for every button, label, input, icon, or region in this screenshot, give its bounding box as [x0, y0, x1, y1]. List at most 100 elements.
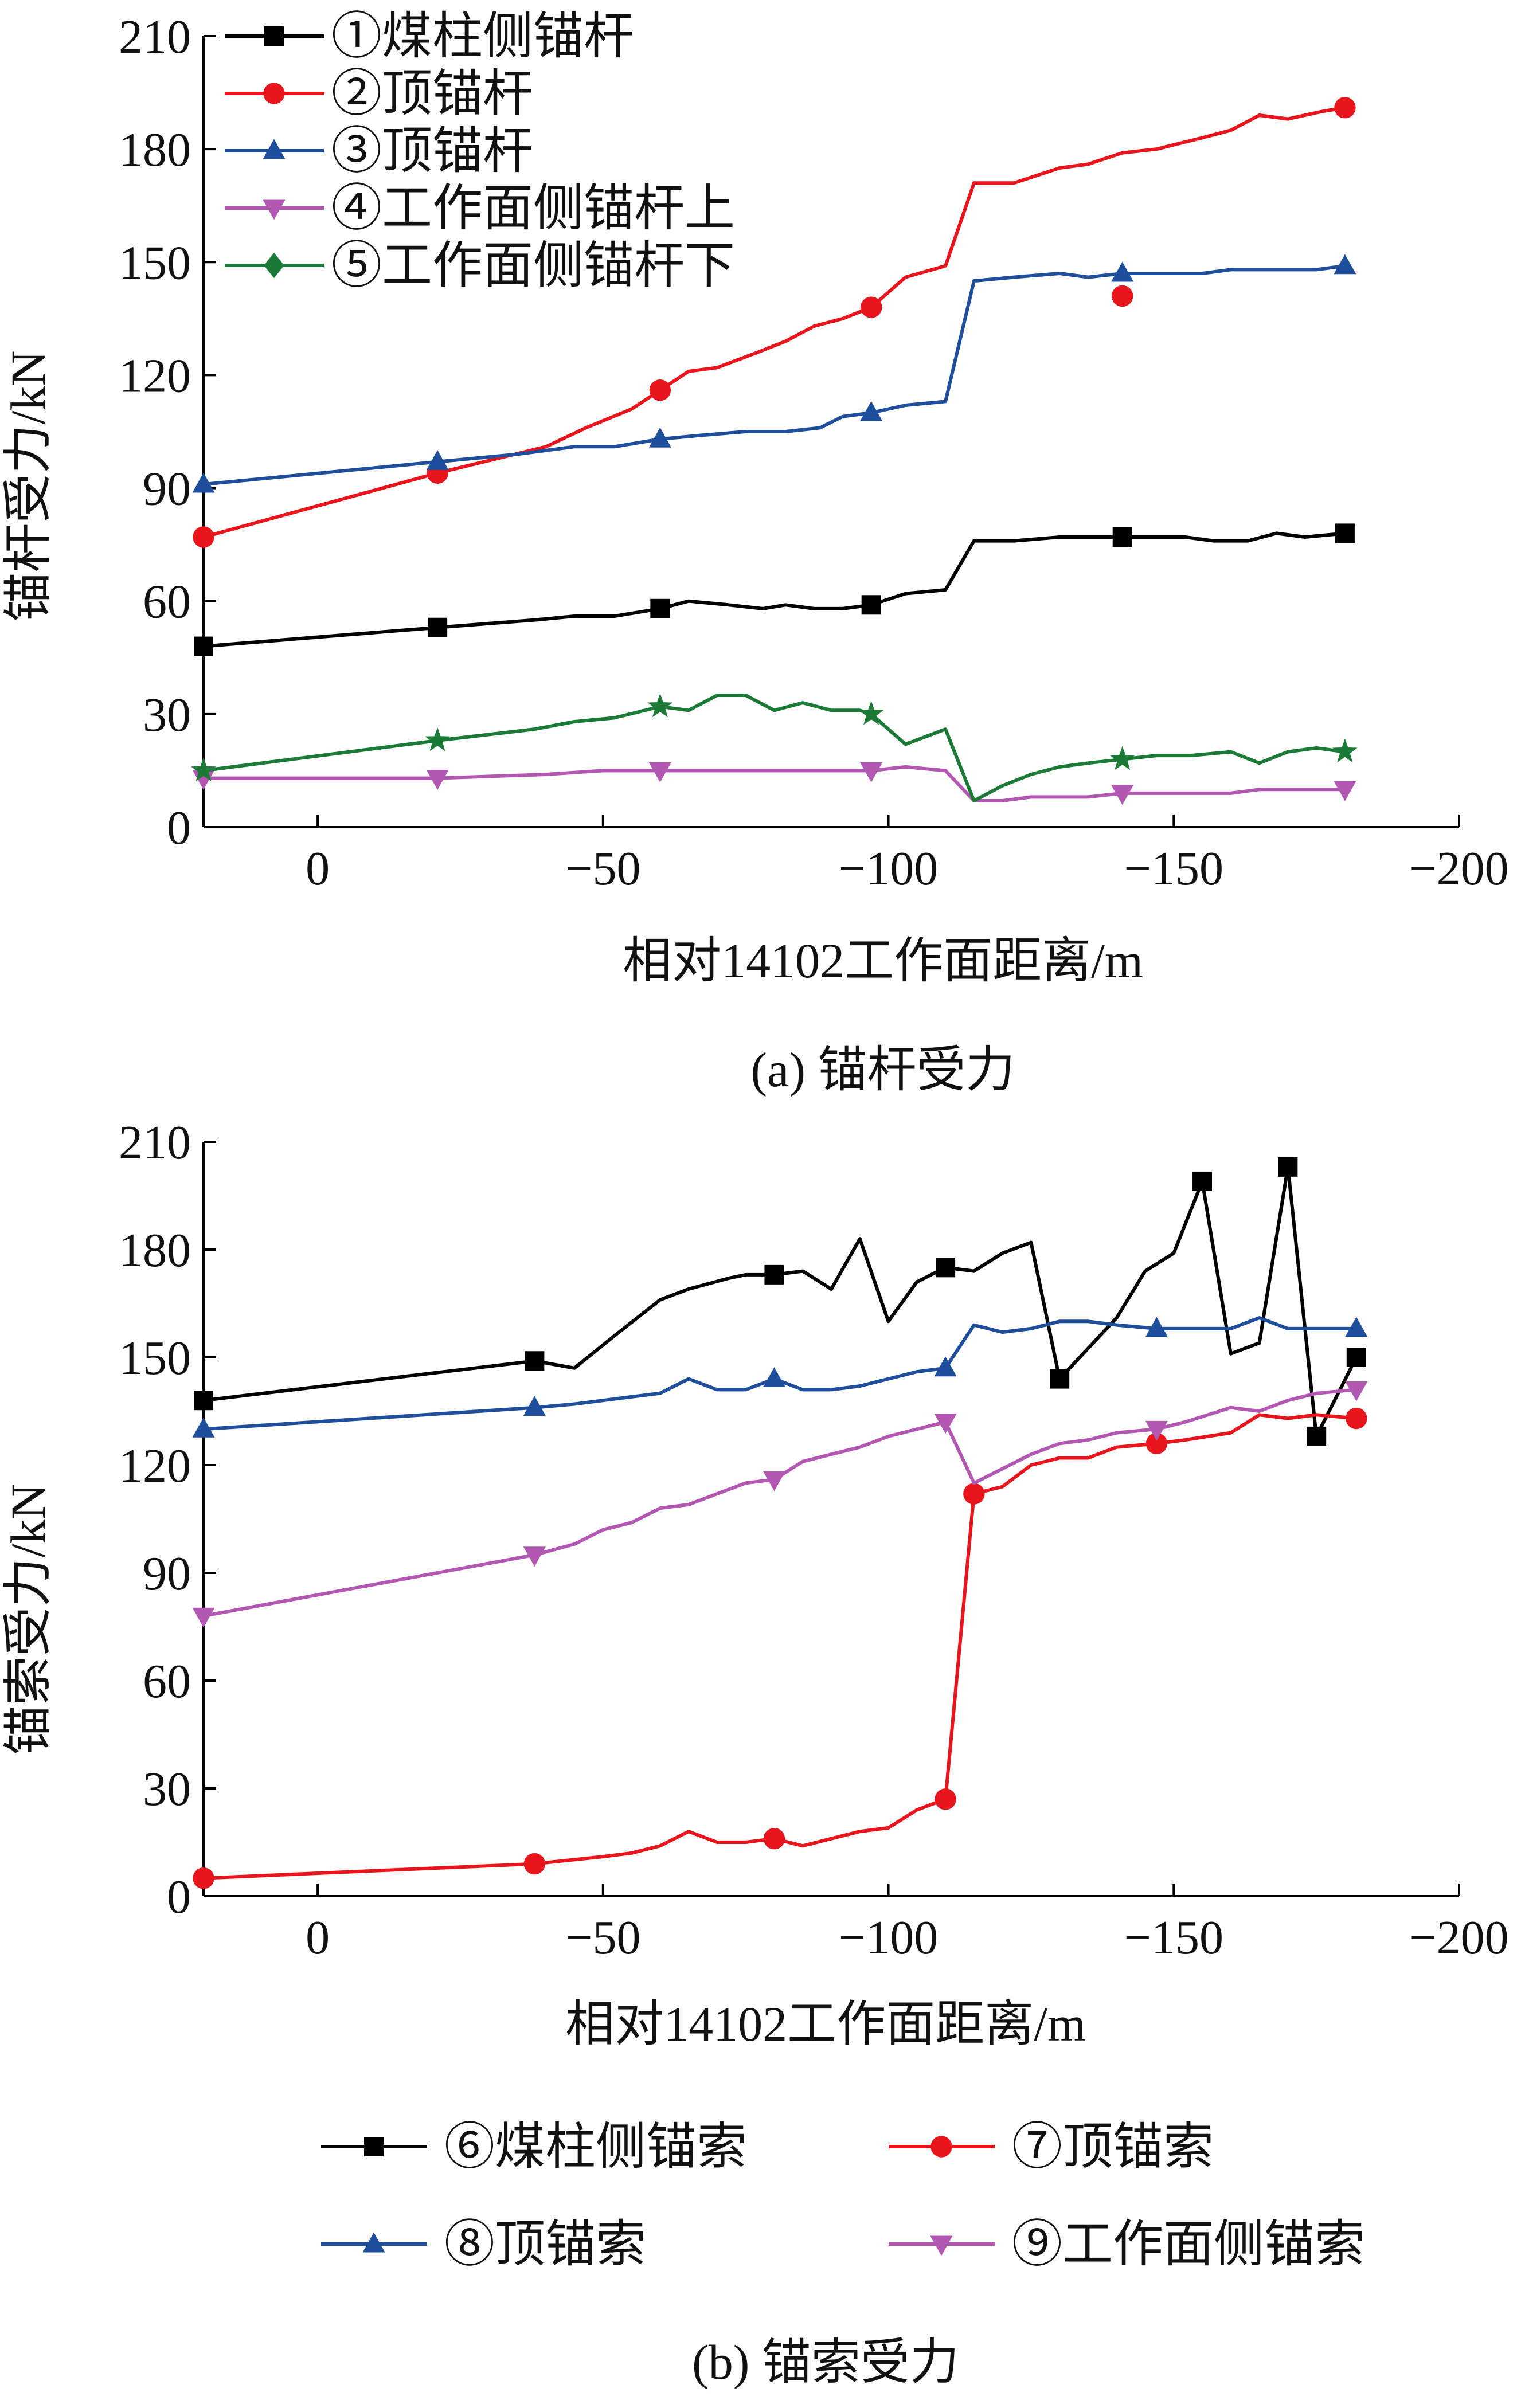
chart-b-series-3-point	[763, 1367, 786, 1388]
chart-b-x-tick-label: −100	[839, 1911, 938, 1964]
chart-a-legend-marker-5	[264, 252, 284, 279]
chart-a-series-2-line	[203, 105, 1346, 539]
chart-a-legend-marker-2	[263, 83, 285, 104]
chart-b-y-tick-label: 0	[167, 1870, 191, 1924]
chart-b-series-4-point	[1145, 1420, 1168, 1441]
chart-b-y-axis-label: 锚索受力/kN	[1, 1484, 56, 1755]
chart-b-y-tick-label: 180	[119, 1224, 191, 1277]
chart-a-plot-area: 0 30 60 90 120 150 180 210 0 −50 −100 −150 −200	[119, 10, 1509, 895]
chart-a-series-1-point	[1112, 527, 1132, 547]
chart-b-cable-force: 0 30 60 90 120 150 180 210 0 −50 −100 −150 −200 锚索受力…	[1, 1116, 1509, 2390]
chart-a-legend-label-5: ⑤工作面侧锚杆下	[331, 238, 735, 294]
chart-b-series-2-point	[193, 1867, 214, 1889]
chart-b-x-tick-label: −150	[1124, 1911, 1223, 1964]
chart-a-legend-marker-1	[264, 26, 284, 46]
chart-a-x-axis-label: 相对14102工作面距离/m	[623, 933, 1143, 988]
chart-a-series-4-line	[204, 765, 1345, 802]
chart-b-series-1-line	[203, 1165, 1358, 1438]
chart-b-series-4-point	[763, 1471, 786, 1491]
chart-b-series-3-point	[1345, 1317, 1368, 1337]
chart-a-series-1-point	[428, 617, 448, 637]
chart-a-y-tick-label: 90	[143, 463, 191, 516]
chart-a-y-tick-label: 150	[119, 236, 191, 289]
chart-a-series-3-line	[203, 264, 1346, 486]
chart-a-legend-label-2: ②顶锚杆	[331, 66, 533, 122]
chart-a-series-4-point	[648, 762, 671, 782]
chart-b-series-1-point	[525, 1351, 545, 1371]
chart-a-y-tick-label: 60	[143, 575, 191, 629]
chart-b-y-tick-label: 60	[143, 1655, 191, 1708]
chart-b-series-2-point	[1346, 1407, 1367, 1430]
chart-b-x-axis-label: 相对14102工作面距离/m	[565, 1996, 1086, 2051]
chart-b-series-4-point	[1345, 1381, 1368, 1401]
chart-b-y-tick-label: 210	[119, 1116, 191, 1169]
chart-b-series-1-point	[764, 1264, 784, 1285]
chart-b-legend-marker-4	[930, 2235, 953, 2256]
chart-a-series-3-point	[1334, 254, 1356, 275]
chart-a-series-2-point	[649, 379, 671, 401]
chart-b-series-2-line	[203, 1413, 1357, 1880]
chart-a-series-4-point	[1334, 781, 1356, 801]
chart-a-x-tick-label: −150	[1124, 842, 1223, 895]
chart-b-legend: ⑥煤柱侧锚索 ⑦顶锚索 ⑧顶锚索 ⑨工作面侧锚索	[321, 2120, 1365, 2273]
chart-a-series-3-point	[860, 401, 883, 421]
chart-a-series-2-point	[860, 296, 882, 318]
chart-b-legend-marker-1	[364, 2137, 384, 2156]
chart-a-series-4-point	[860, 762, 883, 782]
chart-a-legend-label-3: ③顶锚杆	[331, 124, 533, 179]
chart-a-legend-marker-3	[263, 139, 286, 159]
chart-a-x-tick-label: −200	[1409, 842, 1508, 895]
chart-b-legend-marker-2	[930, 2136, 952, 2158]
chart-b-series-4-line	[203, 1388, 1357, 1618]
chart-a-series-1-point	[1335, 523, 1355, 543]
chart-b-legend-label-3: ⑧顶锚索	[444, 2217, 646, 2273]
chart-b-legend-marker-3	[362, 2232, 385, 2253]
chart-a-y-tick-label: 0	[167, 801, 191, 855]
chart-b-series-1-point	[194, 1391, 213, 1411]
chart-b-x-tick-label: −200	[1409, 1911, 1508, 1964]
chart-a-y-axis-label: 锚杆受力/kN	[1, 351, 56, 622]
chart-b-y-tick-label: 90	[143, 1547, 191, 1600]
chart-b-series-2-point	[1145, 1432, 1168, 1455]
chart-a-series-1-point	[194, 636, 213, 656]
chart-b-caption: (b) 锚索受力	[692, 2335, 959, 2390]
chart-b-series-1-point	[1278, 1157, 1298, 1177]
chart-b-series-4-point	[523, 1546, 546, 1567]
chart-a-y-tick-label: 180	[119, 123, 191, 177]
chart-a-series-3-point	[192, 472, 215, 493]
chart-b-series-4-point	[192, 1607, 215, 1628]
chart-a-series-5-point	[1332, 738, 1358, 763]
chart-a-series-1-line	[203, 531, 1346, 648]
chart-a-series-5-line	[203, 694, 1346, 802]
chart-b-series-1-point	[936, 1258, 956, 1278]
chart-b-series-2-point	[763, 1828, 785, 1850]
chart-b-y-tick-label: 30	[143, 1763, 191, 1816]
chart-a-bolt-force: 0 30 60 90 120 150 180 210 0 −50 −100 −150 −200 锚杆受力…	[1, 9, 1509, 1097]
chart-a-x-tick-label: 0	[306, 842, 330, 895]
chart-a-series-2-point	[1334, 97, 1356, 119]
chart-b-series-1-point	[1050, 1369, 1070, 1389]
chart-b-series-3-point	[1145, 1317, 1168, 1337]
chart-a-series-3-point	[1111, 261, 1134, 282]
chart-b-series-2-point	[523, 1853, 546, 1875]
chart-b-legend-label-1: ⑥煤柱侧锚索	[444, 2120, 747, 2175]
chart-b-plot-area: 0 30 60 90 120 150 180 210 0 −50 −100 −150 −200	[119, 1116, 1509, 1964]
chart-b-series-4-point	[934, 1414, 957, 1434]
chart-a-series-4-point	[426, 770, 449, 790]
chart-a-y-tick-label: 120	[119, 349, 191, 402]
chart-a-series-4-point	[1111, 785, 1134, 805]
chart-a-y-tick-label: 210	[119, 10, 191, 64]
chart-b-series-3-point	[523, 1396, 546, 1416]
chart-b-series-3-line	[203, 1316, 1356, 1431]
chart-a-series-2-point	[193, 526, 214, 548]
chart-b-y-tick-label: 150	[119, 1332, 191, 1385]
chart-b-y-tick-label: 120	[119, 1439, 191, 1493]
chart-a-series-3-point	[648, 427, 671, 448]
chart-b-legend-label-4: ⑨工作面侧锚索	[1012, 2217, 1365, 2273]
chart-a-series-5-point	[647, 693, 673, 718]
chart-a-x-tick-label: −100	[839, 842, 938, 895]
chart-a-y-tick-label: 30	[143, 688, 191, 742]
chart-b-series-1-point	[1346, 1348, 1366, 1367]
